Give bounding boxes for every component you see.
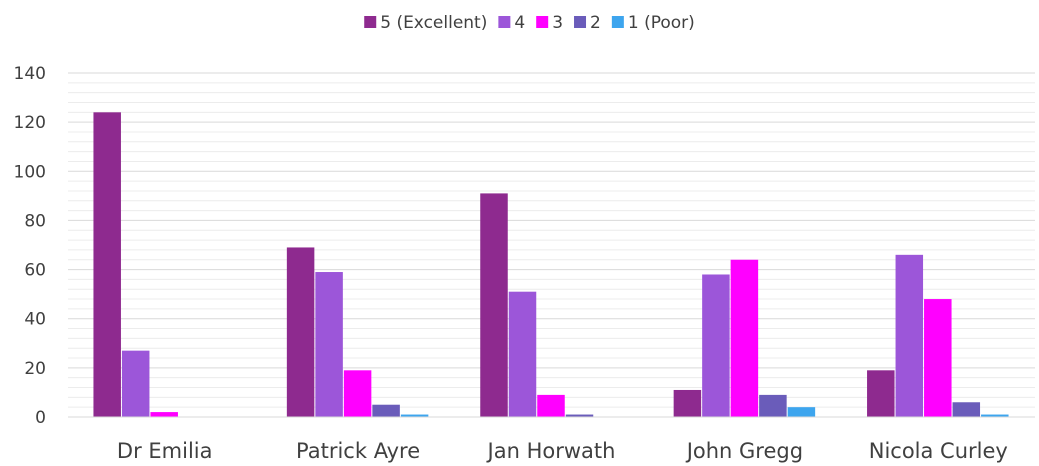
bars [93,112,1009,418]
bar [508,291,537,417]
legend-label: 4 [514,13,525,33]
bar [867,370,895,417]
y-tick-label: 80 [24,211,46,231]
y-tick-label: 140 [14,64,46,84]
legend-swatch [536,16,549,28]
y-tick-label: 60 [24,261,46,281]
bar [702,274,730,417]
bar [286,247,315,417]
bar [787,407,816,417]
bar [480,193,508,417]
chart-legend: 5 (Excellent) 4 3 2 1 (Poor) [364,13,695,33]
bar [121,350,150,417]
x-tick-label: John Gregg [685,439,803,463]
y-tick-label: 0 [35,408,46,428]
legend-swatch [611,16,624,28]
y-axis: 0 20 40 60 80 100 120 140 [14,64,46,428]
x-axis: Dr Emilia Patrick Ayre Jan Horwath John Gre… [117,439,1008,463]
bar [673,389,702,417]
bar [150,412,178,417]
x-tick-label: Patrick Ayre [296,439,420,463]
bar [315,272,343,417]
bar [981,414,1009,417]
bar [372,404,400,417]
y-tick-label: 100 [14,162,46,182]
x-tick-label: Jan Horwath [486,439,616,463]
bar [730,259,759,417]
x-tick-label: Dr Emilia [117,439,213,463]
legend-label: 3 [552,13,563,33]
bar [343,370,372,417]
bar [565,414,594,417]
bar [400,414,429,417]
y-tick-label: 40 [24,310,46,330]
bar [759,394,787,417]
legend-swatch [574,16,587,28]
bar [93,112,121,418]
bar [895,254,924,417]
legend-label: 2 [590,13,601,33]
y-tick-label: 120 [14,113,46,133]
legend-swatch [498,16,511,28]
legend-label: 5 (Excellent) [380,13,487,33]
bar [924,299,952,417]
legend-label: 1 (Poor) [628,13,695,33]
bar [537,394,565,417]
y-tick-label: 20 [24,359,46,379]
x-tick-label: Nicola Curley [869,439,1008,463]
legend-swatch [364,16,377,28]
bar [952,402,981,417]
gridlines [68,72,1035,408]
